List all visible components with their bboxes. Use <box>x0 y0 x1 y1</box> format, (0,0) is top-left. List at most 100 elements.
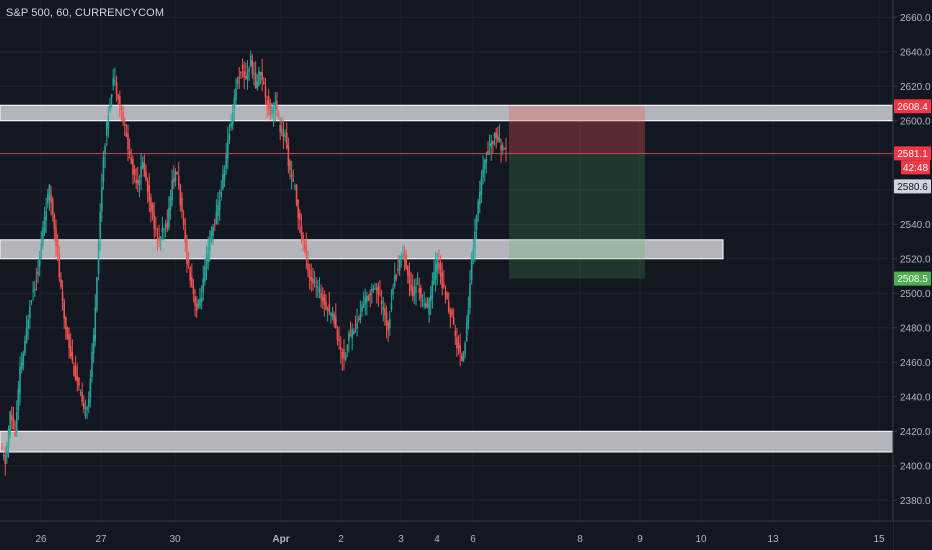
candle-body <box>447 301 450 312</box>
candle-body <box>500 145 502 151</box>
candle-body <box>132 159 134 175</box>
candle-body <box>369 292 371 296</box>
price-badge-label: 2608.4 <box>897 102 928 113</box>
candle-body <box>17 389 20 411</box>
candle-body <box>266 100 268 105</box>
candle-body <box>220 191 223 198</box>
candle-body <box>467 309 470 324</box>
candle-body <box>343 349 345 358</box>
candle-body <box>349 334 352 336</box>
candle-body <box>488 143 491 146</box>
candle-body <box>398 259 401 271</box>
candle-body <box>321 297 324 301</box>
candle-body <box>58 254 61 278</box>
candle-body <box>402 254 404 258</box>
candle-body <box>248 68 250 73</box>
candle-body <box>465 322 468 342</box>
candle-body <box>475 215 478 230</box>
candle-body <box>359 314 362 320</box>
candle-body <box>313 281 316 284</box>
candle-body <box>19 366 21 395</box>
time-tick-label: 3 <box>398 534 404 545</box>
candle-body <box>285 132 288 148</box>
candle-body <box>289 160 291 171</box>
candle-body <box>312 278 314 284</box>
candle-body <box>92 335 95 354</box>
price-tick-label: 2600.0 <box>900 116 931 127</box>
candle-body <box>32 290 34 292</box>
candle-body <box>405 253 407 269</box>
candle-body <box>137 180 139 184</box>
candle-body <box>181 198 183 212</box>
candle-body <box>83 402 85 410</box>
candle-body <box>236 79 239 84</box>
time-tick-label: 4 <box>434 534 440 545</box>
candle-body <box>94 307 97 341</box>
candle-body <box>141 161 144 169</box>
candle-body <box>294 185 296 187</box>
candle-body <box>151 203 154 213</box>
candle-body <box>330 313 332 316</box>
candle-body <box>76 375 79 382</box>
candle-body <box>492 140 494 145</box>
candle-body <box>317 286 319 289</box>
candle-body <box>122 112 124 122</box>
candle-body <box>84 412 87 416</box>
candle-body <box>380 301 383 305</box>
candle-body <box>91 352 93 378</box>
candle-body <box>377 286 380 295</box>
candle-body <box>105 121 108 136</box>
candle-body <box>238 77 241 79</box>
candle-body <box>408 271 411 284</box>
candle-body <box>153 212 155 229</box>
candle-body <box>173 178 175 182</box>
candle-body <box>480 178 483 196</box>
candle-body <box>47 194 49 204</box>
candle-body <box>421 300 424 302</box>
candle-body <box>43 216 46 233</box>
candle-body <box>60 279 62 287</box>
candle-body <box>490 142 493 148</box>
candle-body <box>292 179 295 182</box>
candle-body <box>138 179 141 185</box>
candle-body <box>315 286 317 288</box>
candle-body <box>469 283 471 308</box>
candle-body <box>71 351 74 362</box>
candle-body <box>418 288 421 293</box>
candle-body <box>367 295 370 300</box>
candle-body <box>372 289 375 291</box>
candle-body <box>120 106 123 111</box>
candle-body <box>284 135 286 137</box>
candle-body <box>485 158 488 163</box>
candle-body <box>461 355 463 361</box>
candle-body <box>339 346 342 351</box>
candle-body <box>464 342 466 354</box>
candle-body <box>428 298 430 315</box>
candle-body <box>338 339 340 341</box>
sr-zone <box>0 104 894 122</box>
candle-body <box>53 214 56 229</box>
take-profit-zone <box>509 153 645 279</box>
candle-body <box>146 180 149 192</box>
price-badge-label: 2580.6 <box>897 182 928 193</box>
candle-body <box>267 96 270 109</box>
candle-body <box>416 282 419 285</box>
candle-body <box>362 304 365 308</box>
price-tick-label: 2660.0 <box>900 13 931 24</box>
candle-body <box>277 112 280 117</box>
candle-body <box>274 102 277 111</box>
candle-body <box>35 279 38 281</box>
candle-body <box>348 333 350 342</box>
candle-body <box>112 77 115 86</box>
candle-body <box>420 287 422 299</box>
candle-body <box>325 301 327 310</box>
candle-body <box>344 355 347 360</box>
time-tick-label: 15 <box>873 534 885 545</box>
candle-body <box>177 175 180 185</box>
candle-body <box>305 245 308 257</box>
candle-body <box>81 392 83 402</box>
candle-body <box>290 174 293 178</box>
candle-body <box>37 271 39 275</box>
candle-body <box>56 239 59 256</box>
